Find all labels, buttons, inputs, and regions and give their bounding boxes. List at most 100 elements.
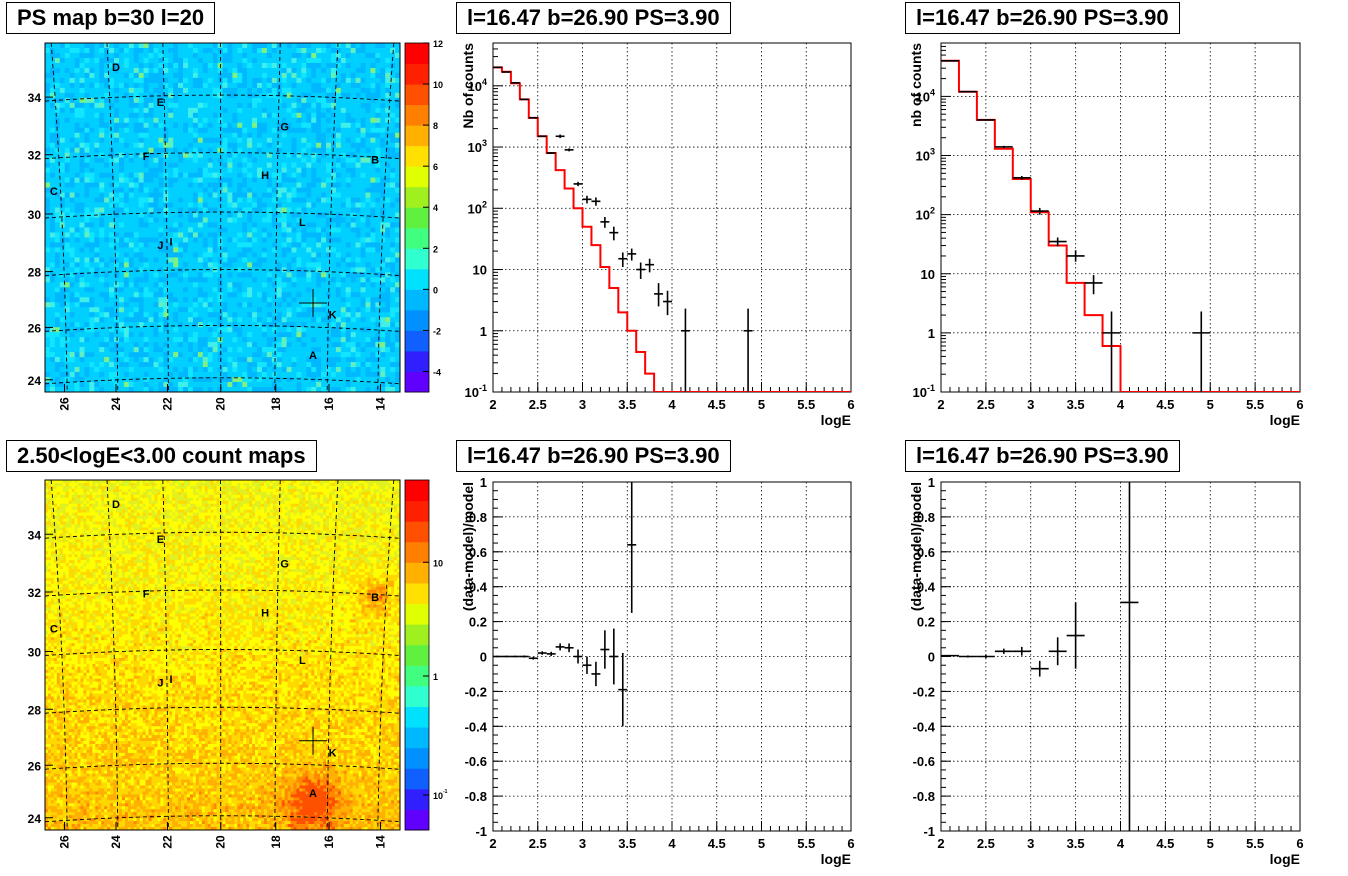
heatmap-cell bbox=[74, 267, 80, 273]
heatmap-cell bbox=[247, 312, 253, 318]
heatmap-cell bbox=[143, 287, 149, 293]
heatmap-cell bbox=[247, 327, 253, 333]
heatmap-cell bbox=[385, 67, 391, 74]
heatmap-cell bbox=[183, 52, 189, 59]
heatmap-cell bbox=[109, 207, 115, 213]
heatmap-cell bbox=[138, 132, 144, 139]
heatmap-cell bbox=[168, 247, 174, 253]
heatmap-cell bbox=[291, 257, 297, 263]
heatmap-cell bbox=[390, 72, 396, 79]
heatmap-cell bbox=[118, 87, 125, 94]
heatmap-cell bbox=[128, 43, 135, 49]
heatmap-cell bbox=[212, 382, 218, 388]
heatmap-cell bbox=[321, 47, 327, 54]
heatmap-cell bbox=[99, 292, 105, 298]
heatmap-cell bbox=[138, 67, 144, 74]
heatmap-cell bbox=[266, 357, 273, 363]
heatmap-cell bbox=[128, 242, 135, 248]
heatmap-cell bbox=[222, 347, 228, 353]
heatmap-cell bbox=[158, 262, 164, 268]
heatmap-cell bbox=[306, 62, 312, 69]
heatmap-cell bbox=[64, 237, 70, 243]
heatmap-cell bbox=[133, 382, 139, 388]
heatmap-cell bbox=[128, 137, 135, 144]
heatmap-cell bbox=[326, 187, 332, 193]
heatmap-cell bbox=[54, 247, 61, 253]
heatmap-cell bbox=[74, 112, 80, 119]
heatmap-cell bbox=[49, 322, 56, 328]
heatmap-cell bbox=[69, 87, 75, 94]
heatmap-cell bbox=[148, 257, 154, 263]
heatmap-cell bbox=[148, 167, 154, 173]
heatmap-cell bbox=[59, 227, 66, 233]
heatmap-cell bbox=[350, 137, 356, 144]
heatmap-cell bbox=[183, 227, 189, 233]
heatmap-cell bbox=[138, 192, 144, 198]
heatmap-cell bbox=[237, 332, 243, 338]
heatmap-cell bbox=[276, 322, 282, 328]
heatmap-cell bbox=[148, 197, 154, 203]
heatmap-cell bbox=[247, 237, 253, 243]
heatmap-cell bbox=[84, 217, 90, 223]
heatmap-cell bbox=[365, 142, 371, 148]
heatmap-cell bbox=[197, 372, 204, 378]
heatmap-cell bbox=[232, 282, 238, 288]
heatmap-cell bbox=[183, 372, 189, 378]
heatmap-cell bbox=[118, 92, 125, 99]
heatmap-cell bbox=[345, 362, 351, 368]
heatmap-cell bbox=[306, 322, 312, 328]
heatmap-cell bbox=[104, 172, 110, 178]
heatmap-cell bbox=[326, 357, 332, 363]
heatmap-cell bbox=[84, 312, 90, 318]
heatmap-cell bbox=[89, 317, 95, 323]
heatmap-cell bbox=[301, 132, 307, 139]
heatmap-cell bbox=[59, 97, 66, 104]
heatmap-cell bbox=[94, 282, 100, 288]
heatmap-cell bbox=[237, 137, 243, 144]
heatmap-cell bbox=[385, 372, 391, 378]
heatmap-cell bbox=[168, 372, 174, 378]
heatmap-cell bbox=[237, 297, 243, 303]
heatmap-cell bbox=[281, 187, 287, 193]
heatmap-cell bbox=[168, 202, 174, 208]
heatmap-cell bbox=[281, 197, 287, 203]
heatmap-cell bbox=[178, 157, 184, 163]
heatmap-cell bbox=[242, 97, 248, 104]
heatmap-cell bbox=[316, 357, 322, 363]
heatmap-cell bbox=[118, 287, 125, 293]
heatmap-cell bbox=[271, 97, 278, 104]
heatmap-cell bbox=[276, 252, 282, 258]
heatmap-cell bbox=[296, 247, 302, 253]
heatmap-cell bbox=[123, 282, 130, 288]
heatmap-cell bbox=[390, 297, 396, 303]
heatmap-cell bbox=[74, 157, 80, 163]
heatmap-cell bbox=[237, 167, 243, 173]
heatmap-cell bbox=[59, 202, 66, 208]
heatmap-cell bbox=[187, 377, 194, 383]
heatmap-cell bbox=[74, 262, 80, 268]
heatmap-cell bbox=[291, 297, 297, 303]
heatmap-cell bbox=[104, 357, 110, 363]
heatmap-cell bbox=[271, 117, 278, 124]
heatmap-cell bbox=[89, 367, 95, 373]
heatmap-cell bbox=[168, 387, 174, 393]
heatmap-cell bbox=[335, 82, 342, 89]
heatmap-cell bbox=[128, 257, 135, 263]
heatmap-cell bbox=[187, 127, 194, 134]
heatmap-cell bbox=[49, 387, 56, 393]
heatmap-cell bbox=[350, 302, 356, 308]
heatmap-cell bbox=[370, 257, 376, 263]
heatmap-cell bbox=[291, 267, 297, 273]
heatmap-cell bbox=[232, 252, 238, 258]
heatmap-cell bbox=[370, 102, 376, 109]
heatmap-cell bbox=[350, 197, 356, 203]
heatmap-cell bbox=[266, 282, 273, 288]
heatmap-cell bbox=[207, 102, 213, 109]
heatmap-cell bbox=[370, 132, 376, 139]
heatmap-cell bbox=[168, 192, 174, 198]
heatmap-cell bbox=[138, 97, 144, 104]
heatmap-cell bbox=[99, 182, 105, 188]
heatmap-cell bbox=[212, 347, 218, 353]
heatmap-cell bbox=[350, 232, 356, 238]
heatmap-cell bbox=[178, 242, 184, 248]
